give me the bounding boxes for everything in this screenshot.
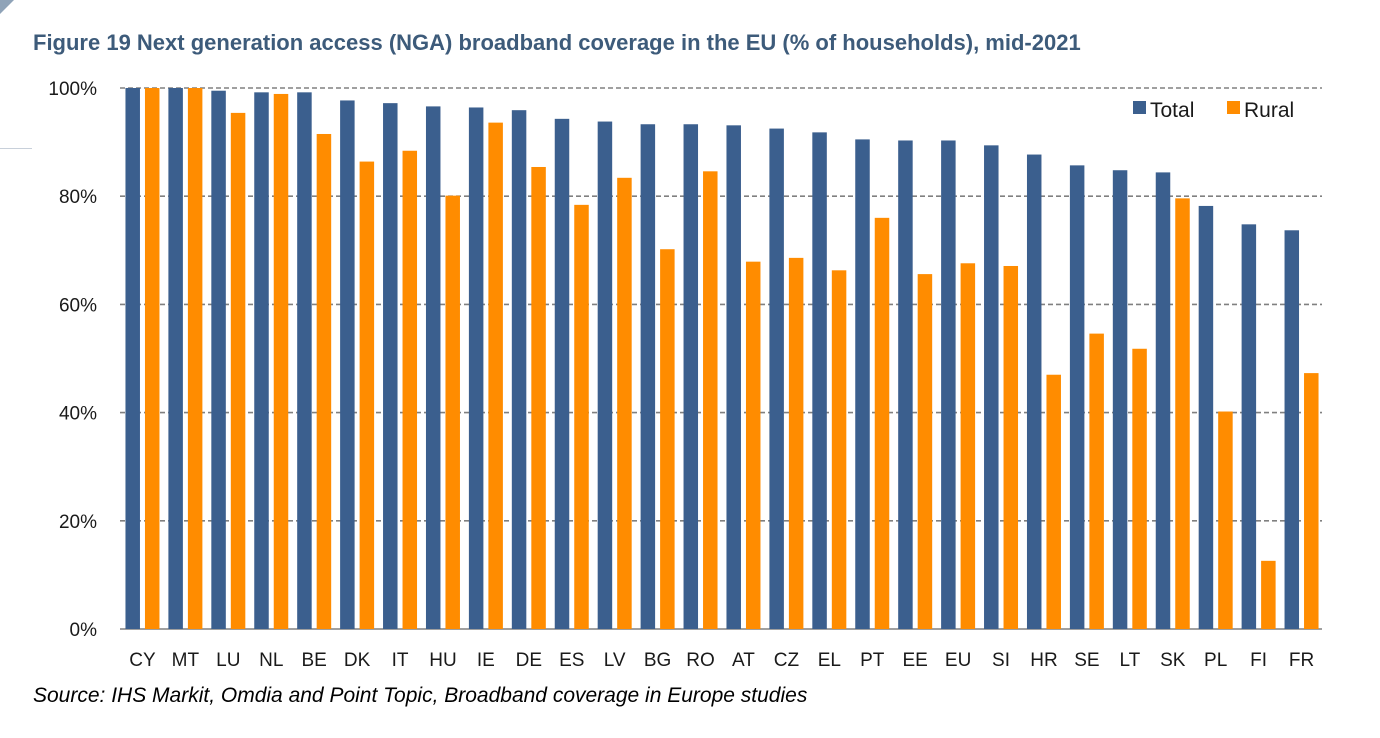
- x-tick-label: EE: [902, 650, 927, 671]
- x-tick-label: SI: [992, 650, 1010, 671]
- bar-total-fr: [1284, 230, 1300, 629]
- x-tick-label: DK: [344, 650, 371, 671]
- x-tick-label: RO: [686, 650, 715, 671]
- legend-swatch-rural: [1227, 101, 1240, 114]
- x-tick-label: FI: [1250, 650, 1267, 671]
- bar-rural-eu: [960, 263, 976, 629]
- x-tick-label: CZ: [774, 650, 800, 671]
- y-tick-label: 0%: [70, 620, 98, 641]
- x-tick-label: AT: [732, 650, 755, 671]
- x-tick-label: BE: [301, 650, 326, 671]
- x-tick-label: BG: [644, 650, 671, 671]
- bar-total-sk: [1155, 172, 1171, 629]
- x-tick-label: DE: [516, 650, 542, 671]
- bar-total-bg: [640, 124, 656, 629]
- y-tick-label: 20%: [59, 512, 97, 533]
- legend-swatch-total: [1133, 101, 1146, 114]
- bar-rural-fr: [1304, 373, 1319, 629]
- bar-total-eu: [941, 140, 956, 630]
- x-tick-label: HU: [429, 650, 456, 671]
- bar-rural-at: [745, 261, 761, 629]
- bar-rural-bg: [660, 249, 675, 629]
- bar-total-lu: [211, 90, 226, 629]
- bar-rural-de: [531, 166, 546, 629]
- bar-rural-mt: [187, 88, 203, 629]
- legend-label-rural: Rural: [1244, 99, 1294, 122]
- y-tick-label: 60%: [59, 295, 97, 316]
- x-tick-label: SE: [1074, 650, 1099, 671]
- bar-total-dk: [340, 100, 355, 630]
- bar-rural-sk: [1175, 198, 1190, 629]
- x-tick-label: PL: [1204, 650, 1227, 671]
- bar-rural-lv: [617, 177, 632, 629]
- bar-total-ee: [898, 140, 913, 630]
- bar-total-pt: [855, 139, 870, 629]
- bar-rural-el: [831, 270, 847, 629]
- x-tick-label: EU: [945, 650, 971, 671]
- x-tick-label: LU: [216, 650, 240, 671]
- bar-rural-ie: [488, 122, 503, 630]
- x-tick-label: FR: [1289, 650, 1314, 671]
- bar-rural-cy: [144, 88, 160, 629]
- figure-source: Source: IHS Markit, Omdia and Point Topi…: [33, 684, 808, 707]
- x-tick-label: ES: [559, 650, 584, 671]
- bar-rural-lt: [1132, 348, 1147, 629]
- x-tick-label: CY: [129, 650, 156, 671]
- bar-total-ie: [468, 107, 484, 629]
- x-tick-label: HR: [1030, 650, 1057, 671]
- bar-total-cz: [769, 128, 784, 629]
- y-tick-label: 80%: [59, 187, 97, 208]
- bar-total-pl: [1198, 205, 1214, 630]
- bar-rural-pl: [1218, 411, 1233, 629]
- bar-rural-si: [1003, 265, 1019, 629]
- bar-rural-cz: [788, 257, 804, 629]
- bar-total-ro: [683, 124, 699, 629]
- bar-total-hu: [425, 106, 441, 630]
- bar-total-cy: [125, 88, 140, 629]
- y-tick-label: 40%: [59, 404, 97, 425]
- x-tick-label: PT: [860, 650, 885, 671]
- corner-decoration: [0, 0, 14, 14]
- x-tick-label: EL: [818, 650, 841, 671]
- x-tick-label: LT: [1119, 650, 1140, 671]
- x-tick-label: SK: [1160, 650, 1186, 671]
- x-tick-label: LV: [604, 650, 626, 671]
- bar-total-be: [297, 92, 312, 629]
- bar-rural-dk: [359, 161, 375, 630]
- x-tick-label: IE: [477, 650, 495, 671]
- margin-rule: [0, 148, 32, 149]
- bar-rural-se: [1089, 333, 1104, 629]
- bar-total-nl: [254, 92, 269, 629]
- bar-total-de: [511, 110, 527, 629]
- bar-total-mt: [168, 88, 183, 629]
- legend-label-total: Total: [1150, 99, 1194, 122]
- bar-total-hr: [1026, 154, 1042, 629]
- bar-rural-be: [316, 133, 332, 630]
- bar-rural-it: [402, 150, 418, 630]
- bar-total-it: [383, 103, 398, 629]
- bar-rural-lu: [230, 112, 246, 630]
- bar-total-fi: [1241, 224, 1257, 629]
- x-tick-label: IT: [392, 650, 409, 671]
- bar-total-es: [554, 118, 570, 629]
- bar-rural-hr: [1046, 374, 1061, 629]
- bar-total-el: [812, 132, 827, 629]
- bar-rural-es: [574, 204, 589, 629]
- y-tick-label: 100%: [48, 79, 97, 100]
- bar-rural-nl: [273, 93, 289, 630]
- bar-total-se: [1069, 165, 1085, 629]
- bar-total-lt: [1112, 170, 1128, 629]
- bar-total-at: [726, 125, 741, 629]
- bar-rural-ee: [917, 274, 933, 629]
- bar-rural-hu: [445, 195, 460, 629]
- bar-rural-fi: [1261, 560, 1276, 629]
- figure-title: Figure 19 Next generation access (NGA) b…: [33, 30, 1081, 55]
- x-tick-label: MT: [172, 650, 200, 671]
- bar-rural-ro: [703, 171, 718, 629]
- bar-total-si: [984, 145, 999, 629]
- x-tick-label: NL: [259, 650, 283, 671]
- bar-total-lv: [597, 121, 613, 630]
- bar-rural-pt: [874, 217, 890, 629]
